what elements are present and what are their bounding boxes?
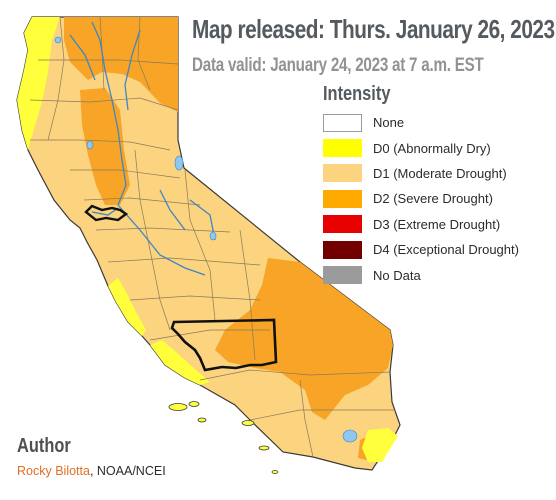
map-release-title: Map released: Thurs. January 26, 2023 [192, 14, 555, 44]
legend-item-d2: D2 (Severe Drought) [323, 186, 519, 211]
author-affiliation: , NOAA/NCEI [89, 464, 166, 478]
intensity-legend: None D0 (Abnormally Dry) D1 (Moderate Dr… [323, 110, 519, 288]
legend-item-d4: D4 (Exceptional Drought) [323, 237, 519, 262]
highlighted-county-kern [170, 318, 278, 372]
legend-swatch-d0 [323, 139, 362, 158]
legend-item-d0: D0 (Abnormally Dry) [323, 135, 519, 160]
legend-swatch-none [323, 113, 362, 132]
data-valid-subtitle: Data valid: January 24, 2023 at 7 a.m. E… [192, 55, 484, 76]
d0-region-central-coast [108, 278, 146, 336]
legend-item-d3: D3 (Extreme Drought) [323, 212, 519, 237]
legend-swatch-d3 [323, 215, 362, 234]
d0-region-southeast [362, 428, 398, 462]
legend-item-none: None [323, 110, 519, 135]
legend-swatch-no-data [323, 266, 362, 285]
waterways [69, 21, 216, 276]
d2-region-sacramento-valley [80, 88, 130, 205]
legend-item-d1: D1 (Moderate Drought) [323, 161, 519, 186]
lakes [54, 36, 358, 443]
author-credit: Rocky Bilotta, NOAA/NCEI [17, 464, 166, 478]
highlighted-county-bay-area [84, 204, 129, 222]
d2-region-southern-desert [215, 258, 393, 420]
legend-title: Intensity [323, 83, 391, 105]
legend-label: D3 (Extreme Drought) [373, 216, 501, 232]
legend-swatch-d1 [323, 164, 362, 183]
d0-region-south-coast [150, 340, 210, 385]
channel-islands [168, 401, 279, 474]
d0-region-north-coast [17, 17, 60, 150]
legend-label: D0 (Abnormally Dry) [373, 140, 491, 156]
legend-label: D1 (Moderate Drought) [373, 165, 507, 181]
legend-label: D4 (Exceptional Drought) [373, 242, 519, 258]
legend-swatch-d2 [323, 189, 362, 208]
author-heading: Author [17, 435, 71, 457]
legend-label: No Data [373, 267, 421, 283]
legend-label: D2 (Severe Drought) [373, 191, 493, 207]
legend-label: None [373, 115, 405, 131]
legend-swatch-d4 [323, 240, 362, 259]
legend-item-no-data: No Data [323, 262, 519, 287]
author-name-link[interactable]: Rocky Bilotta [17, 464, 90, 478]
